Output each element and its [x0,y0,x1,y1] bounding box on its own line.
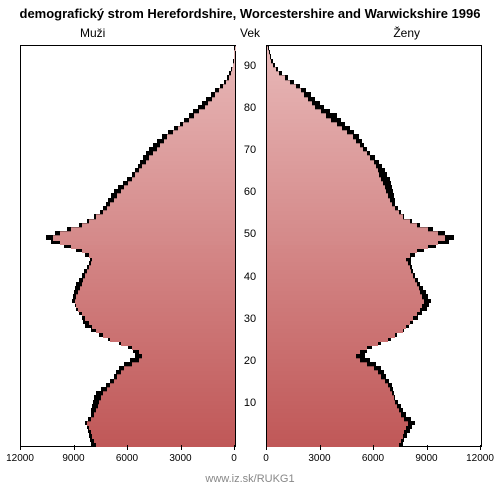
x-tick-female: 0 [263,453,269,464]
x-tick-male: 3000 [169,453,191,464]
x-tick-female: 6000 [362,453,384,464]
x-tick-female: 9000 [415,453,437,464]
x-tick-male: 0 [231,453,237,464]
female-label: Ženy [393,26,420,40]
age-tick: 60 [242,186,258,198]
tick-mark [427,445,428,450]
male-panel [20,45,236,447]
tick-mark [234,445,235,450]
tick-mark [181,445,182,450]
age-tick: 40 [242,271,258,283]
tick-mark [127,445,128,450]
age-tick: 80 [242,102,258,114]
tick-mark [373,445,374,450]
tick-mark [20,445,21,450]
female-panel [266,45,482,447]
age-tick: 50 [242,228,258,240]
male-label: Muži [80,26,105,40]
age-tick: 70 [242,144,258,156]
tick-mark [74,445,75,450]
tick-mark [320,445,321,450]
tick-mark [480,445,481,450]
x-tick-female: 12000 [466,453,494,464]
x-tick-male: 9000 [62,453,84,464]
age-tick: 90 [242,60,258,72]
chart-area: 102030405060708090 003000300060006000900… [20,45,480,445]
age-tick: 10 [242,397,258,409]
female-bar [267,46,268,51]
tick-mark [266,445,267,450]
age-tick: 20 [242,355,258,367]
x-tick-male: 12000 [6,453,34,464]
x-tick-male: 6000 [116,453,138,464]
chart-title: demografický strom Herefordshire, Worces… [0,6,500,21]
x-tick-female: 3000 [308,453,330,464]
source-url: www.iz.sk/RUKG1 [0,473,500,485]
age-axis-label: Vek [240,26,260,40]
age-tick: 30 [242,313,258,325]
